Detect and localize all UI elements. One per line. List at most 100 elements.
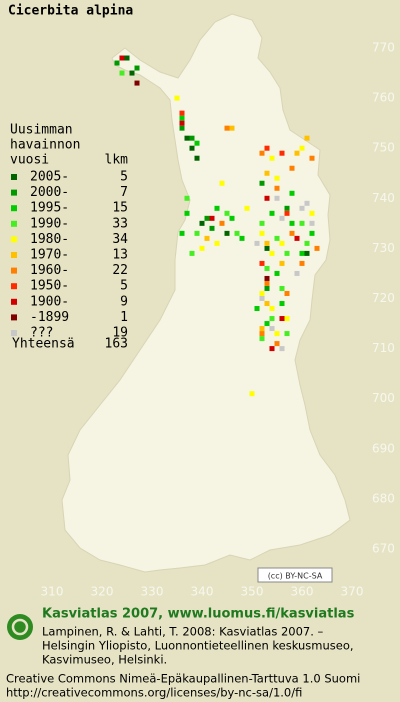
observation-square bbox=[299, 205, 305, 211]
observation-square bbox=[189, 135, 195, 141]
observation-square bbox=[204, 235, 210, 241]
legend-label: 1950- bbox=[30, 279, 69, 294]
badge-text: (cc) BY-NC-SA bbox=[268, 572, 323, 581]
legend-label: 1970- bbox=[30, 248, 69, 263]
observation-square bbox=[114, 60, 120, 66]
citation-line: Kasvimuseo, Helsinki. bbox=[42, 653, 167, 667]
legend-label: 2000- bbox=[30, 185, 69, 200]
observation-square bbox=[224, 125, 230, 131]
observation-square bbox=[264, 275, 270, 281]
observation-square bbox=[269, 155, 275, 161]
observation-square bbox=[284, 210, 290, 216]
legend-count: 5 bbox=[120, 170, 128, 185]
observation-square bbox=[229, 125, 235, 131]
finland-outline bbox=[61, 13, 351, 573]
observation-square bbox=[174, 95, 180, 101]
x-tick-label: 310 bbox=[41, 585, 64, 599]
observation-square bbox=[184, 195, 190, 201]
observation-square bbox=[284, 205, 290, 211]
total-label: Yhteensä bbox=[12, 337, 75, 352]
observation-square bbox=[229, 215, 235, 221]
observation-square bbox=[269, 250, 275, 256]
title: Cicerbita alpina bbox=[8, 4, 133, 19]
observation-square bbox=[179, 230, 185, 236]
observation-square bbox=[289, 165, 295, 171]
observation-square bbox=[269, 326, 275, 332]
observation-square bbox=[274, 341, 280, 347]
observation-square bbox=[204, 215, 210, 221]
observation-square bbox=[214, 240, 220, 246]
observation-square bbox=[274, 331, 280, 337]
legend-count: 1 bbox=[120, 310, 128, 325]
legend-count: 15 bbox=[112, 201, 128, 216]
legend-count: 33 bbox=[112, 216, 128, 231]
legend-swatch bbox=[11, 236, 17, 243]
observation-square bbox=[284, 290, 290, 296]
legend-count: 13 bbox=[112, 248, 128, 263]
legend-label: 1990- bbox=[30, 216, 69, 231]
citation-line: Lampinen, R. & Lahti, T. 2008: Kasviatla… bbox=[42, 625, 324, 639]
legend-label: ??? bbox=[30, 326, 53, 341]
observation-square bbox=[199, 245, 205, 251]
legend-label: -1899 bbox=[30, 310, 69, 325]
x-tick-label: 350 bbox=[241, 585, 264, 599]
legend-swatch bbox=[11, 220, 17, 227]
observation-square bbox=[309, 220, 315, 226]
observation-square bbox=[309, 155, 315, 161]
legend-swatch bbox=[11, 252, 17, 258]
observation-square bbox=[299, 260, 305, 266]
observation-square bbox=[119, 70, 125, 76]
legend-count-header: lkm bbox=[105, 153, 129, 168]
observation-square bbox=[179, 110, 185, 116]
y-tick-label: 750 bbox=[372, 141, 395, 155]
footer-heading: Kasviatlas 2007, www.luomus.fi/kasviatla… bbox=[42, 607, 355, 622]
observation-square bbox=[259, 290, 265, 296]
logo-spiral bbox=[11, 618, 29, 636]
observation-square bbox=[184, 210, 190, 216]
y-tick-label: 670 bbox=[372, 542, 395, 556]
observation-square bbox=[209, 225, 215, 231]
observation-square bbox=[284, 331, 290, 337]
observation-square bbox=[274, 235, 280, 241]
legend-swatch bbox=[11, 205, 17, 212]
legend-label: 1980- bbox=[30, 232, 69, 247]
observation-square bbox=[314, 245, 320, 251]
observation-square bbox=[284, 250, 290, 256]
observation-square bbox=[124, 55, 130, 61]
observation-square bbox=[299, 250, 305, 256]
observation-square bbox=[134, 80, 140, 86]
observation-square bbox=[259, 331, 265, 337]
observation-square bbox=[244, 205, 250, 211]
observation-square bbox=[134, 65, 140, 71]
legend-swatch bbox=[11, 314, 17, 321]
observation-square bbox=[239, 235, 245, 241]
observation-square bbox=[269, 306, 275, 312]
observation-square bbox=[259, 336, 265, 342]
legend-label: 2005- bbox=[30, 170, 69, 185]
observation-square bbox=[234, 230, 240, 236]
legend-count: 19 bbox=[112, 326, 128, 341]
y-tick-label: 760 bbox=[372, 91, 395, 105]
observation-square bbox=[194, 230, 200, 236]
legend-header: vuosi bbox=[10, 153, 49, 168]
observation-square bbox=[294, 150, 300, 156]
y-tick-label: 730 bbox=[372, 241, 395, 255]
observation-square bbox=[219, 180, 225, 186]
observation-square bbox=[274, 185, 280, 191]
legend-header: Uusimman bbox=[10, 123, 73, 138]
observation-square bbox=[264, 265, 270, 271]
observation-square bbox=[299, 220, 305, 226]
logo bbox=[7, 614, 33, 640]
citation-line: Helsingin Yliopisto, Luonnontieteellinen… bbox=[42, 639, 354, 653]
observation-square bbox=[269, 346, 275, 352]
badge-box bbox=[257, 567, 333, 583]
observation-square bbox=[189, 250, 195, 256]
observation-square bbox=[199, 220, 205, 226]
observation-square bbox=[179, 115, 185, 121]
observation-square bbox=[304, 200, 310, 206]
legend-swatch bbox=[11, 189, 17, 196]
observation-square bbox=[279, 260, 285, 266]
x-tick-label: 320 bbox=[91, 585, 114, 599]
y-tick-label: 710 bbox=[372, 341, 395, 355]
x-tick-label: 340 bbox=[191, 585, 214, 599]
